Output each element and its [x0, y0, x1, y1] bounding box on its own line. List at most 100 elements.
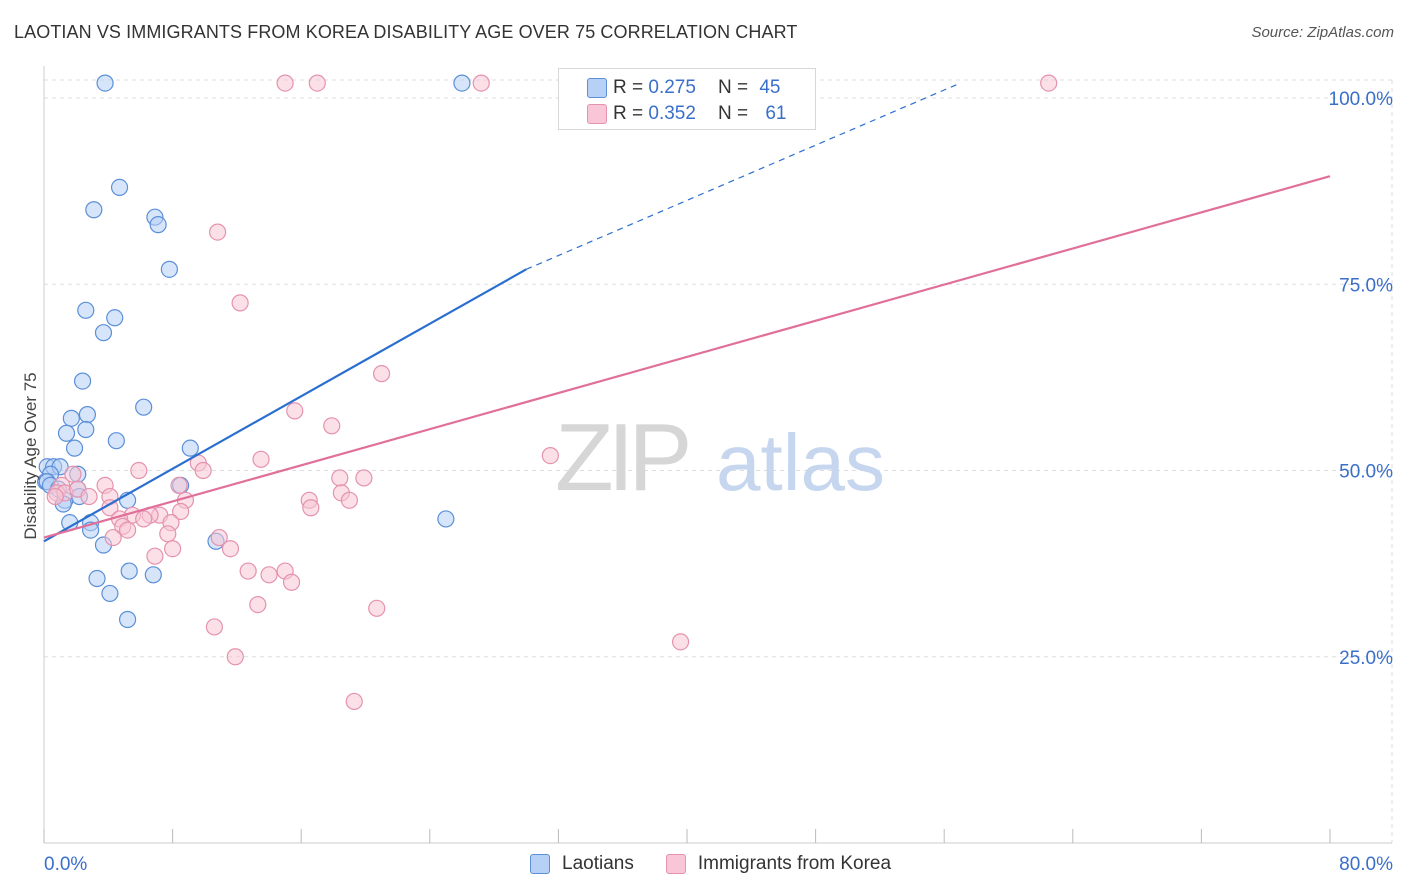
- laotians-point: [160, 260, 178, 278]
- n-value: 45: [759, 77, 781, 98]
- stats-row-laotians: R = 0.275 N = 45: [587, 75, 781, 101]
- n-label: N =: [717, 103, 749, 124]
- laotians-point: [78, 406, 97, 424]
- laotians-trendline-extension: [526, 82, 961, 270]
- korea-point: [286, 402, 304, 420]
- korea-point: [210, 528, 228, 547]
- korea-point: [46, 487, 64, 506]
- laotians-swatch: [587, 78, 607, 98]
- laotians-point: [120, 562, 138, 580]
- korea-point: [671, 633, 690, 651]
- korea-point: [331, 469, 349, 487]
- laotians-point: [135, 398, 153, 416]
- laotians-point: [181, 439, 199, 457]
- laotians-point: [77, 420, 95, 439]
- korea-point: [302, 499, 320, 517]
- korea-point: [104, 528, 122, 547]
- laotians-point: [149, 216, 167, 234]
- laotians-point: [106, 309, 124, 327]
- x-tick-label: 80.0%: [1339, 854, 1393, 875]
- korea-point: [205, 618, 223, 636]
- x-tick-label: 0.0%: [44, 854, 87, 875]
- korea-legend-swatch: [665, 854, 686, 874]
- laotians-point: [107, 432, 125, 450]
- y-tick-label: 75.0%: [1339, 275, 1393, 296]
- korea-point: [276, 74, 294, 92]
- y-tick-label: 50.0%: [1339, 462, 1393, 483]
- korea-point: [231, 294, 249, 312]
- watermark-zip: ZIP: [555, 404, 687, 511]
- korea-point: [135, 510, 153, 528]
- laotians-point: [110, 178, 129, 196]
- y-axis-title: Disability Age Over 75: [21, 372, 40, 539]
- korea-point: [164, 540, 182, 558]
- korea-point: [159, 525, 177, 543]
- korea-point: [170, 476, 188, 494]
- laotians-point: [85, 201, 103, 219]
- korea-point: [323, 417, 341, 435]
- points-layer: [37, 74, 1058, 711]
- korea-point: [239, 562, 257, 580]
- legend-item-laotians[interactable]: Laotians: [530, 853, 634, 875]
- y-tick-label: 100.0%: [1329, 89, 1394, 110]
- laotians-point: [77, 301, 95, 319]
- korea-point: [355, 469, 373, 487]
- laotians-point: [73, 372, 92, 390]
- korea-point: [80, 487, 98, 506]
- r-value: 0.352: [648, 103, 696, 124]
- r-label: R =: [613, 77, 644, 98]
- korea-point: [130, 461, 148, 480]
- legend-label: Laotians: [562, 853, 634, 874]
- y-tick-label: 25.0%: [1339, 648, 1393, 669]
- laotians-point: [101, 584, 119, 603]
- korea-point: [541, 447, 559, 465]
- korea-point: [118, 521, 137, 539]
- trend-layer: [43, 82, 1331, 543]
- korea-point: [172, 502, 190, 521]
- laotians-legend-swatch: [530, 854, 550, 874]
- laotians-point: [437, 510, 455, 528]
- korea-point: [368, 599, 386, 617]
- korea-point: [221, 540, 240, 558]
- laotians-point: [62, 409, 80, 427]
- series-legend: Laotians Immigrants from Korea: [530, 851, 923, 877]
- r-label: R =: [613, 103, 644, 124]
- laotians-point: [88, 569, 106, 588]
- laotians-point: [96, 74, 114, 92]
- axes-layer: [43, 66, 1392, 844]
- source-label: Source: ZipAtlas.com: [1251, 24, 1394, 41]
- n-label: N =: [717, 77, 749, 98]
- n-value: 61: [765, 103, 787, 124]
- korea-point: [1040, 74, 1058, 92]
- legend-item-korea[interactable]: Immigrants from Korea: [665, 853, 892, 875]
- korea-point: [345, 692, 363, 711]
- stats-legend: R = 0.275 N = 45 R = 0.352 N = 61: [558, 68, 816, 130]
- korea-point: [209, 223, 227, 241]
- axis-labels: 25.0% 50.0% 75.0% 100.0% 0.0% 80.0% Disability…: [21, 89, 1393, 875]
- laotians-point: [65, 439, 84, 457]
- korea-point: [282, 573, 301, 591]
- korea-point: [146, 547, 164, 565]
- grid-layer: [44, 79, 1393, 843]
- stats-row-korea: R = 0.352 N = 61: [587, 101, 787, 127]
- korea-point: [340, 491, 359, 509]
- korea-point: [249, 595, 267, 614]
- korea-point: [372, 365, 391, 383]
- watermark: ZIP atlas: [555, 404, 885, 511]
- laotians-trendline: [43, 268, 527, 543]
- laotians-point: [144, 566, 162, 584]
- korea-trendline: [43, 175, 1331, 539]
- korea-point: [472, 74, 490, 92]
- korea-point: [260, 566, 278, 584]
- korea-point: [308, 74, 326, 92]
- chart-title: LAOTIAN VS IMMIGRANTS FROM KOREA DISABIL…: [14, 22, 798, 42]
- laotians-point: [57, 424, 76, 442]
- r-value: 0.275: [648, 77, 696, 98]
- korea-point: [226, 648, 244, 666]
- korea-point: [252, 450, 270, 468]
- laotians-point: [94, 324, 113, 342]
- korea-point: [194, 461, 212, 480]
- watermark-atlas: atlas: [716, 418, 885, 507]
- legend-label: Immigrants from Korea: [697, 853, 892, 874]
